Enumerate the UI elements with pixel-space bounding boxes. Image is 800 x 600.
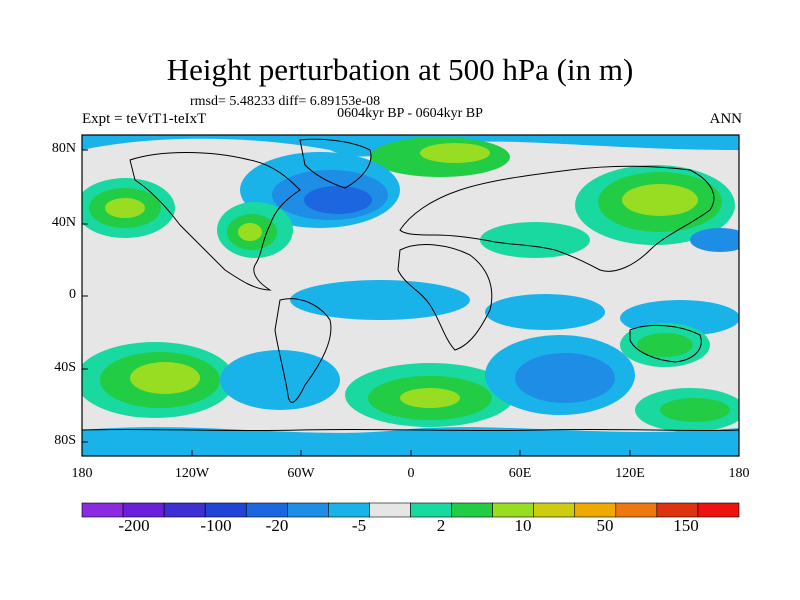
asia-core <box>622 184 698 216</box>
colorbar-swatch <box>287 502 329 518</box>
season-label: ANN <box>709 111 743 127</box>
trop-atl-blue <box>290 280 470 320</box>
colorbar-swatch <box>81 502 124 518</box>
contour-fills <box>82 135 739 456</box>
natl-low-core <box>304 186 372 214</box>
x-tick-label: 60E <box>508 466 532 481</box>
y-tick-label: 0 <box>69 287 76 302</box>
trop-ind-blue <box>485 294 605 330</box>
seind-core <box>660 398 730 422</box>
africa <box>397 244 493 351</box>
axis-ticks <box>81 149 740 456</box>
antarctica <box>82 428 739 432</box>
eurasia <box>399 165 715 272</box>
colorbar-label: -100 <box>200 516 232 535</box>
colorbar-swatch <box>492 502 534 518</box>
npac-core <box>105 198 145 218</box>
satl-core <box>400 388 460 408</box>
colorbar-swatch <box>574 502 617 518</box>
colorbar-swatch <box>533 502 576 518</box>
north-america <box>129 152 301 291</box>
antarctic-band <box>82 427 739 456</box>
x-tick-label: 180 <box>71 466 93 481</box>
nam-core <box>238 223 262 241</box>
aus-core <box>637 333 693 357</box>
npac-east-blue <box>690 228 739 252</box>
x-tick-label: 120E <box>615 466 645 481</box>
coastlines <box>82 138 739 432</box>
colorbar-label: -200 <box>118 516 150 535</box>
colorbar-swatch <box>245 502 288 518</box>
y-tick-label: 40S <box>54 360 76 375</box>
colorbar-swatch <box>410 502 452 518</box>
casia-band <box>480 222 590 258</box>
colorbar <box>81 502 740 518</box>
x-tick-label: 120W <box>174 466 210 481</box>
colorbar-swatch <box>328 502 370 518</box>
colorbar-label: 2 <box>436 516 446 535</box>
stats-label: rmsd= 5.48233 diff= 6.89153e-08 <box>190 94 381 109</box>
period-label: 0604kyr BP - 0604kyr BP <box>337 106 483 121</box>
y-tick-label: 80N <box>51 141 76 156</box>
colorbar-label: -20 <box>265 516 289 535</box>
colorbar-label: 50 <box>596 516 614 535</box>
spac-core <box>130 362 200 394</box>
colorbar-label: -5 <box>351 516 367 535</box>
colorbar-swatch <box>204 502 247 518</box>
sind-core <box>515 353 615 403</box>
greenland <box>299 138 372 189</box>
x-tick-label: 0 <box>407 466 415 481</box>
y-tick-label: 80S <box>54 433 76 448</box>
colorbar-swatch <box>697 502 740 518</box>
x-tick-label: 60W <box>287 466 315 481</box>
colorbar-label: 10 <box>514 516 532 535</box>
australia <box>629 325 702 363</box>
colorbar-label: 150 <box>673 516 699 535</box>
colorbar-swatch <box>163 502 206 518</box>
south-america <box>274 298 332 403</box>
x-tick-label: 180 <box>728 466 750 481</box>
y-tick-label: 40N <box>51 215 76 230</box>
colorbar-swatch <box>122 502 165 518</box>
chart-title: Height perturbation at 500 hPa (in m) <box>166 52 634 87</box>
colorbar-swatch <box>615 502 658 518</box>
colorbar-swatch <box>369 502 411 518</box>
experiment-label: Expt = teVtT1-teIxT <box>82 111 207 127</box>
arctic-yellow <box>420 143 490 163</box>
colorbar-swatch <box>451 502 493 518</box>
sepac-blue <box>220 350 340 410</box>
colorbar-swatch <box>656 502 699 518</box>
